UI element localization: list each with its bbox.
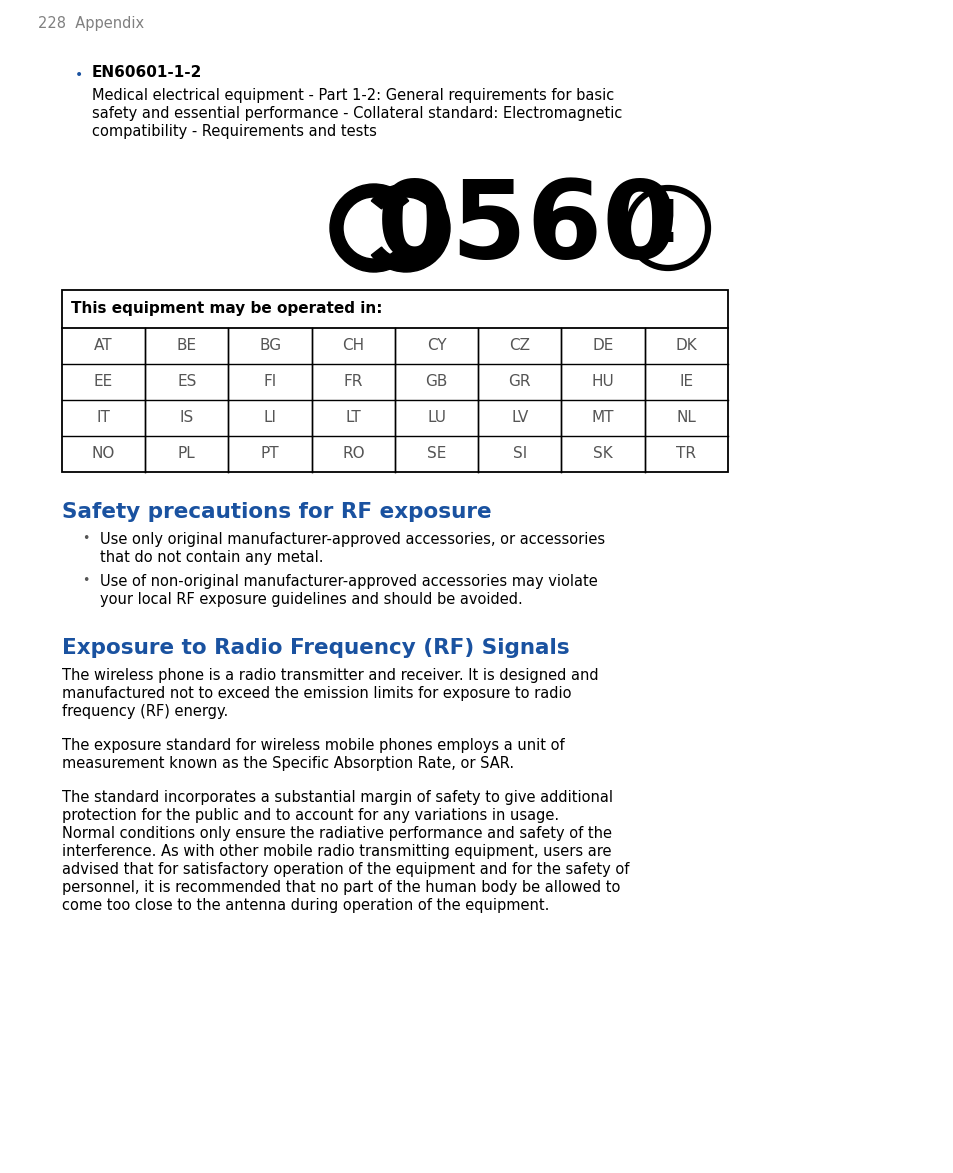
Text: The standard incorporates a substantial margin of safety to give additional: The standard incorporates a substantial …	[62, 789, 613, 805]
Text: LU: LU	[427, 411, 446, 426]
Text: advised that for satisfactory operation of the equipment and for the safety of: advised that for satisfactory operation …	[62, 862, 629, 877]
Text: DE: DE	[592, 339, 613, 353]
Text: TR: TR	[676, 447, 696, 461]
Text: HU: HU	[591, 374, 614, 389]
Text: DK: DK	[675, 339, 697, 353]
Text: your local RF exposure guidelines and should be avoided.: your local RF exposure guidelines and sh…	[100, 592, 522, 606]
Text: AT: AT	[94, 339, 112, 353]
Text: BG: BG	[259, 339, 281, 353]
Text: LV: LV	[511, 411, 528, 426]
Text: IT: IT	[96, 411, 111, 426]
Text: 0560: 0560	[376, 175, 679, 282]
Text: LI: LI	[263, 411, 276, 426]
Text: SK: SK	[593, 447, 613, 461]
Text: NO: NO	[91, 447, 115, 461]
Text: 228  Appendix: 228 Appendix	[38, 16, 144, 30]
Text: that do not contain any metal.: that do not contain any metal.	[100, 550, 323, 565]
Text: protection for the public and to account for any variations in usage.: protection for the public and to account…	[62, 808, 558, 823]
Text: Normal conditions only ensure the radiative performance and safety of the: Normal conditions only ensure the radiat…	[62, 826, 612, 841]
Text: PT: PT	[260, 447, 279, 461]
Text: CY: CY	[426, 339, 446, 353]
Wedge shape	[330, 184, 408, 272]
Text: RO: RO	[342, 447, 364, 461]
Text: safety and essential performance - Collateral standard: Electromagnetic: safety and essential performance - Colla…	[91, 106, 621, 121]
Text: SI: SI	[512, 447, 526, 461]
Text: frequency (RF) energy.: frequency (RF) energy.	[62, 704, 228, 719]
Text: Medical electrical equipment - Part 1-2: General requirements for basic: Medical electrical equipment - Part 1-2:…	[91, 88, 614, 103]
Text: FR: FR	[343, 374, 363, 389]
Text: LT: LT	[345, 411, 361, 426]
Text: Use of non-original manufacturer-approved accessories may violate: Use of non-original manufacturer-approve…	[100, 574, 598, 589]
Text: come too close to the antenna during operation of the equipment.: come too close to the antenna during ope…	[62, 899, 549, 913]
Text: PL: PL	[178, 447, 195, 461]
Text: •: •	[82, 533, 90, 545]
Text: compatibility - Requirements and tests: compatibility - Requirements and tests	[91, 124, 376, 138]
Text: GR: GR	[508, 374, 531, 389]
Text: CH: CH	[342, 339, 364, 353]
Text: BE: BE	[176, 339, 196, 353]
Text: •: •	[75, 68, 83, 82]
Text: Use only original manufacturer-approved accessories, or accessories: Use only original manufacturer-approved …	[100, 533, 604, 547]
Text: FI: FI	[263, 374, 276, 389]
Text: The exposure standard for wireless mobile phones employs a unit of: The exposure standard for wireless mobil…	[62, 738, 564, 753]
Text: manufactured not to exceed the emission limits for exposure to radio: manufactured not to exceed the emission …	[62, 686, 571, 701]
Text: IE: IE	[679, 374, 693, 389]
Text: NL: NL	[676, 411, 696, 426]
Text: measurement known as the Specific Absorption Rate, or SAR.: measurement known as the Specific Absorp…	[62, 757, 514, 771]
Text: Safety precautions for RF exposure: Safety precautions for RF exposure	[62, 502, 491, 522]
Text: GB: GB	[425, 374, 447, 389]
Text: Exposure to Radio Frequency (RF) Signals: Exposure to Radio Frequency (RF) Signals	[62, 638, 569, 658]
Text: personnel, it is recommended that no part of the human body be allowed to: personnel, it is recommended that no par…	[62, 880, 619, 895]
Text: EN60601-1-2: EN60601-1-2	[91, 65, 202, 80]
Text: The wireless phone is a radio transmitter and receiver. It is designed and: The wireless phone is a radio transmitte…	[62, 667, 598, 683]
Text: ES: ES	[177, 374, 196, 389]
Text: interference. As with other mobile radio transmitting equipment, users are: interference. As with other mobile radio…	[62, 845, 611, 859]
Text: MT: MT	[591, 411, 614, 426]
Text: IS: IS	[179, 411, 193, 426]
Wedge shape	[371, 184, 450, 272]
Text: •: •	[82, 574, 90, 586]
Text: This equipment may be operated in:: This equipment may be operated in:	[71, 301, 382, 317]
Text: SE: SE	[427, 447, 446, 461]
Text: CZ: CZ	[509, 339, 530, 353]
Text: !: !	[654, 197, 680, 255]
Text: EE: EE	[94, 374, 113, 389]
Bar	[62, 290, 727, 472]
